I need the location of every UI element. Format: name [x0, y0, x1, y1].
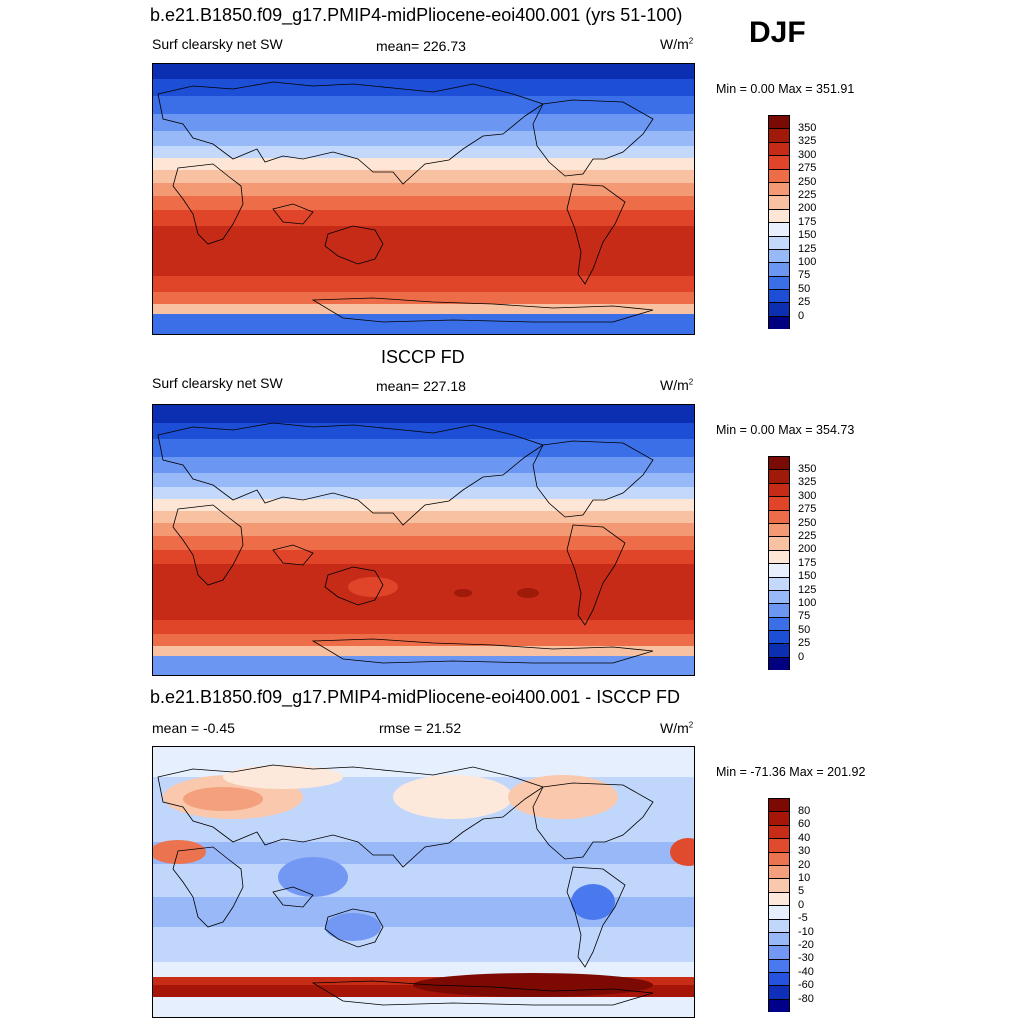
colorbar-tick-label: -20 — [798, 939, 814, 951]
colorbar-tick-label: 150 — [798, 570, 817, 582]
panel-3-units: W/m2 — [660, 720, 694, 736]
panel-3-rmse-label: rmse = 21.52 — [379, 720, 462, 736]
panel-3-land — [157, 764, 654, 1006]
panel-2-mean-label: mean= 227.18 — [376, 378, 466, 394]
panel-3-minmax: Min = -71.36 Max = 201.92 — [716, 765, 866, 779]
colorbar-tick-label: 200 — [798, 202, 817, 214]
colorbar-tick-label: 250 — [798, 176, 817, 188]
colorbar-tick-label: -40 — [798, 966, 814, 978]
panel-1-units: W/m2 — [660, 36, 694, 52]
panel-3-mean-label: mean = -0.45 — [152, 720, 235, 736]
colorbar-tick-label: 40 — [798, 832, 811, 844]
colorbar-tick-label: 25 — [798, 637, 811, 649]
colorbar-tick-label: 75 — [798, 269, 811, 281]
panel-2-variable-label: Surf clearsky net SW — [152, 375, 283, 391]
colorbar-tick-label: 225 — [798, 189, 817, 201]
colorbar-tick-label: 275 — [798, 162, 817, 174]
panel-2-title: ISCCP FD — [381, 347, 465, 367]
colorbar-tick-label: 175 — [798, 216, 817, 228]
colorbar-tick-label: 225 — [798, 530, 817, 542]
colorbar-tick-label: 100 — [798, 256, 817, 268]
colorbar-tick-label: 125 — [798, 584, 817, 596]
colorbar-tick-label: 200 — [798, 543, 817, 555]
colorbar-tick-label: 350 — [798, 463, 817, 475]
colorbar-tick-label: 50 — [798, 283, 811, 295]
colorbar-tick-label: -5 — [798, 912, 808, 924]
panel-3-map-svg — [153, 747, 694, 1017]
colorbar-tick-label: 5 — [798, 885, 805, 897]
colorbar-tick-label: 0 — [798, 651, 805, 663]
panel-2-colorbar: 350 325 300 275 250 225 200 175 150 125 … — [768, 456, 816, 671]
panel-2-units: W/m2 — [660, 377, 694, 393]
season-label: DJF — [749, 16, 806, 49]
colorbar-tick-label: -30 — [798, 952, 814, 964]
panel-3-map — [152, 746, 695, 1018]
panel-1-map — [152, 63, 695, 335]
panel-1-minmax: Min = 0.00 Max = 351.91 — [716, 82, 855, 96]
panel-2-map-svg — [153, 405, 694, 675]
colorbar-tick-label: 125 — [798, 243, 817, 255]
colorbar-tick-label: 25 — [798, 296, 811, 308]
panel-3-title: b.e21.B1850.f09_g17.PMIP4-midPliocene-eo… — [150, 687, 680, 707]
panel-1-mean-label: mean= 226.73 — [376, 38, 466, 54]
panel-1-land — [157, 81, 654, 323]
panel-1-title: b.e21.B1850.f09_g17.PMIP4-midPliocene-eo… — [150, 5, 683, 25]
colorbar-tick-label: 20 — [798, 859, 811, 871]
colorbar-tick-label: 80 — [798, 805, 811, 817]
colorbar-tick-label: 325 — [798, 135, 817, 147]
colorbar-tick-label: 0 — [798, 899, 805, 911]
colorbar-tick-label: 10 — [798, 872, 811, 884]
panel-2-bands — [153, 405, 694, 675]
panel-3-colorbar: 80 60 40 30 20 10 5 0 -5 -10 -20 -30 -40… — [768, 798, 814, 1013]
colorbar-tick-label: -60 — [798, 979, 814, 991]
colorbar-tick-label: 175 — [798, 557, 817, 569]
colorbar-tick-label: 300 — [798, 149, 817, 161]
colorbar-tick-label: 0 — [798, 310, 805, 322]
panel-1-variable-label: Surf clearsky net SW — [152, 36, 283, 52]
colorbar-tick-label: 50 — [798, 624, 811, 636]
panel-2-land — [157, 422, 654, 664]
colorbar-tick-label: 100 — [798, 597, 817, 609]
colorbar-tick-label: 30 — [798, 845, 811, 857]
colorbar-tick-label: 325 — [798, 476, 817, 488]
panel-3-fields — [153, 747, 694, 1017]
colorbar-tick-label: 250 — [798, 517, 817, 529]
panel-2-map — [152, 404, 695, 676]
colorbar-tick-label: 75 — [798, 610, 811, 622]
panel-2-minmax: Min = 0.00 Max = 354.73 — [716, 423, 855, 437]
colorbar-tick-label: 275 — [798, 503, 817, 515]
colorbar-tick-label: 350 — [798, 122, 817, 134]
colorbar-tick-label: -80 — [798, 993, 814, 1005]
colorbar-tick-label: -10 — [798, 926, 814, 938]
panel-1-map-svg — [153, 64, 694, 334]
panel-1-colorbar: 350 325 300 275 250 225 200 175 150 125 … — [768, 115, 816, 330]
colorbar-tick-label: 60 — [798, 818, 811, 830]
colorbar-tick-label: 300 — [798, 490, 817, 502]
panel-1-bands — [153, 64, 694, 334]
colorbar-tick-label: 150 — [798, 229, 817, 241]
